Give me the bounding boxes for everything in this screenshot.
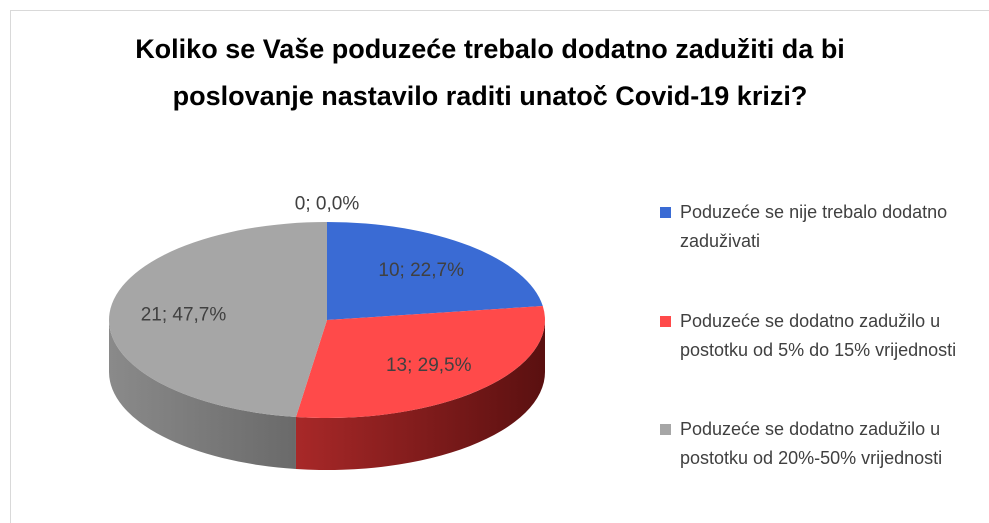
slice [108,221,328,418]
legend-label: Poduzeće se dodatno zadužilo u postotku … [680,311,957,360]
slice-side [109,320,296,470]
legend-swatch [660,207,671,218]
legend-label: Poduzeće se nije trebalo dodatno zaduživ… [680,202,948,251]
legend-swatch [660,316,671,327]
legend-item: Poduzeće se dodatno zadužilo u postotku … [660,415,960,473]
legend-label: Poduzeće se dodatno zadužilo u postotku … [680,419,943,468]
chart-border [10,10,989,523]
data-label: 0; 0,0% [295,193,360,214]
slice [295,306,545,418]
data-label: 21; 47,7% [141,304,227,325]
slice-side [295,320,545,470]
chart-title: Koliko se Vaše poduzeće trebalo dodatno … [135,34,845,111]
legend-item: Poduzeće se nije trebalo dodatno zaduživ… [660,198,960,256]
slice [327,222,543,320]
legend-swatch [660,424,671,435]
legend-item: Poduzeće se dodatno zadužilo u postotku … [660,307,960,365]
data-label: 13; 29,5% [386,355,472,376]
data-label: 10; 22,7% [378,260,464,281]
